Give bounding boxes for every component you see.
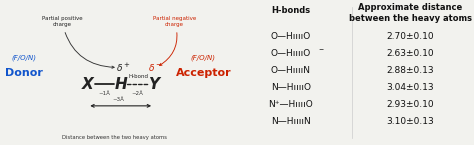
Text: ~1Å: ~1Å bbox=[98, 91, 110, 96]
Text: Y: Y bbox=[148, 77, 160, 92]
Text: Acceptor: Acceptor bbox=[176, 68, 231, 77]
Text: H: H bbox=[114, 77, 127, 92]
Text: Partial positive
charge: Partial positive charge bbox=[42, 16, 114, 68]
Text: Approximate distance
between the heavy atoms: Approximate distance between the heavy a… bbox=[349, 3, 472, 23]
Text: H-bonds: H-bonds bbox=[271, 6, 310, 15]
Text: N—HııııO: N—HııııO bbox=[271, 83, 311, 92]
Text: N—HııııN: N—HııııN bbox=[271, 117, 311, 126]
Text: O—HııııN: O—HııııN bbox=[271, 66, 311, 75]
Text: 2.88±0.13: 2.88±0.13 bbox=[387, 66, 434, 75]
Text: −: − bbox=[155, 61, 161, 68]
Text: −: − bbox=[318, 47, 324, 51]
Text: δ: δ bbox=[149, 64, 155, 73]
Text: X: X bbox=[82, 77, 93, 92]
Text: 3.04±0.13: 3.04±0.13 bbox=[387, 83, 434, 92]
Text: 2.63±0.10: 2.63±0.10 bbox=[387, 49, 434, 58]
Text: 3.10±0.13: 3.10±0.13 bbox=[387, 117, 434, 126]
Text: Donor: Donor bbox=[5, 68, 43, 77]
Text: Partial negative
charge: Partial negative charge bbox=[153, 16, 196, 66]
Text: O—HııııO: O—HııııO bbox=[271, 32, 311, 41]
Text: (F/O/N): (F/O/N) bbox=[191, 55, 216, 61]
Text: 2.93±0.10: 2.93±0.10 bbox=[387, 100, 434, 109]
Text: H-bond: H-bond bbox=[128, 74, 148, 79]
Text: 2.70±0.10: 2.70±0.10 bbox=[387, 32, 434, 41]
Text: ~2Å: ~2Å bbox=[131, 91, 143, 96]
Text: ~3Å: ~3Å bbox=[112, 97, 124, 102]
Text: δ: δ bbox=[117, 64, 122, 73]
Text: +: + bbox=[123, 61, 128, 68]
Text: O—HııııO: O—HııııO bbox=[271, 49, 311, 58]
Text: (F/O/N): (F/O/N) bbox=[12, 55, 36, 61]
Text: N⁺—HııııO: N⁺—HııııO bbox=[269, 100, 313, 109]
Text: Distance between the two heavy atoms: Distance between the two heavy atoms bbox=[63, 135, 167, 139]
